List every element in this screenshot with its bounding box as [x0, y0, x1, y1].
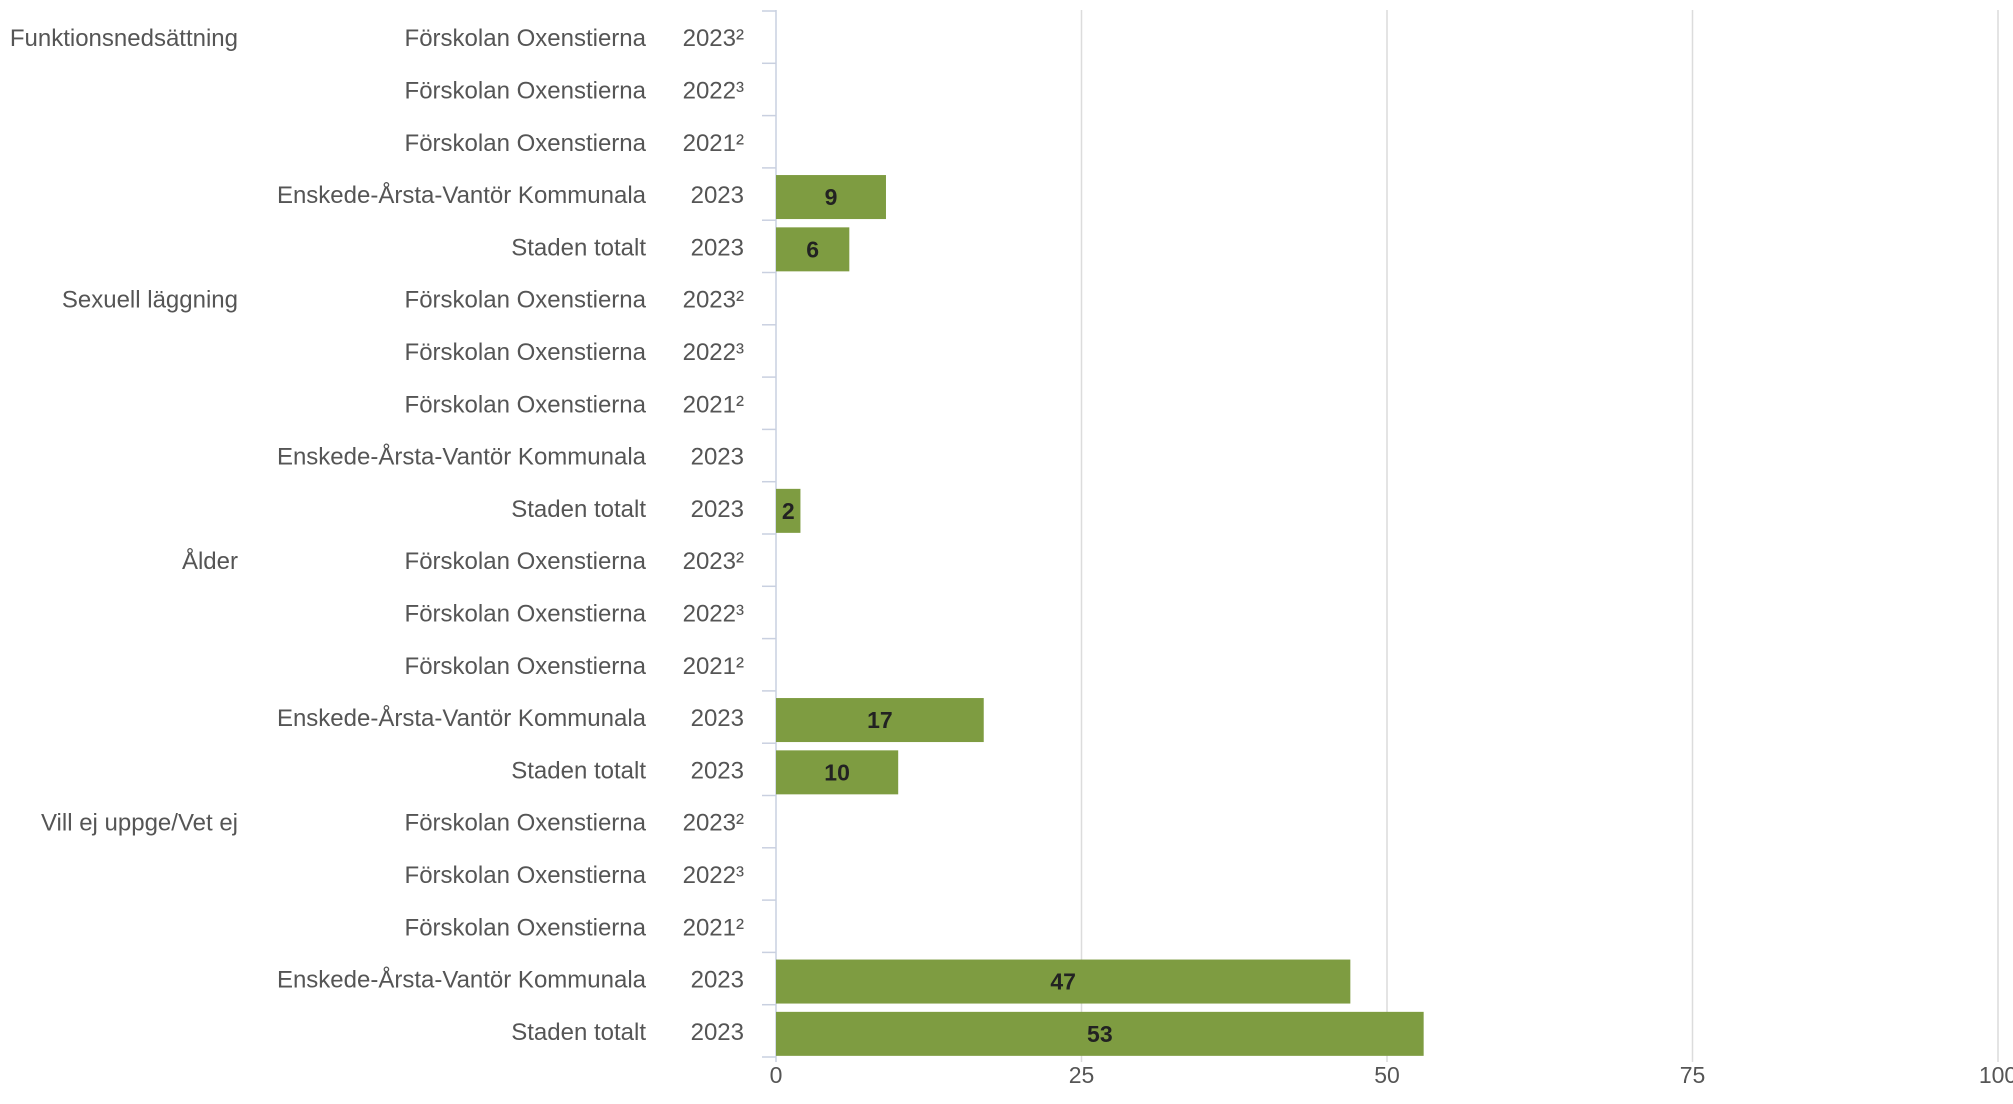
category-labels: Funktionsnedsättning Förskolan Oxenstiern…: [10, 25, 744, 1046]
year-label: 2023²: [683, 25, 744, 52]
year-label: 2021²: [683, 391, 744, 418]
x-tick-label: 75: [1680, 1062, 1706, 1088]
year-label: 2022³: [683, 862, 744, 889]
bar-value-label: 47: [1050, 969, 1076, 995]
row-label: Staden totalt: [511, 757, 646, 784]
year-label: 2022³: [683, 77, 744, 104]
row-label: Förskolan Oxenstierna: [405, 77, 647, 104]
year-label: 2023²: [683, 287, 744, 314]
row-label: Förskolan Oxenstierna: [405, 339, 647, 366]
year-label: 2021²: [683, 130, 744, 157]
group-label: Sexuell läggning: [62, 287, 238, 314]
year-label: 2023: [691, 496, 744, 523]
x-tick-label: 25: [1069, 1062, 1095, 1088]
row-label: Förskolan Oxenstierna: [405, 130, 647, 157]
bar: [776, 488, 801, 533]
row-label: Enskede-Årsta-Vantör Kommunala: [277, 181, 647, 209]
year-label: 2023: [691, 234, 744, 261]
row-label: Förskolan Oxenstierna: [405, 25, 647, 52]
bar-value-label: 2: [782, 498, 795, 524]
bar-value-label: 6: [806, 236, 819, 262]
year-label: 2022³: [683, 339, 744, 366]
bar-value-label: 10: [824, 759, 850, 785]
row-label: Förskolan Oxenstierna: [405, 653, 647, 680]
row-label: Enskede-Årsta-Vantör Kommunala: [277, 966, 647, 994]
year-label: 2022³: [683, 600, 744, 627]
bar-value-label: 53: [1087, 1021, 1113, 1047]
bar: [776, 698, 984, 743]
year-label: 2023: [691, 182, 744, 209]
row-label: Förskolan Oxenstierna: [405, 862, 647, 889]
row-label: Förskolan Oxenstierna: [405, 914, 647, 941]
row-label: Staden totalt: [511, 1019, 646, 1046]
gridlines: [1080, 10, 1999, 1062]
x-tick-label: 0: [770, 1062, 783, 1088]
row-label: Enskede-Årsta-Vantör Kommunala: [277, 704, 647, 732]
row-label: Förskolan Oxenstierna: [405, 391, 647, 418]
year-label: 2023: [691, 967, 744, 994]
row-label: Staden totalt: [511, 496, 646, 523]
row-label: Förskolan Oxenstierna: [405, 810, 647, 837]
row-label: Förskolan Oxenstierna: [405, 548, 647, 575]
year-label: 2023²: [683, 548, 744, 575]
x-axis-ticks: 0 25 50 75 100: [770, 1062, 2013, 1088]
year-label: 2023: [691, 705, 744, 732]
row-label: Enskede-Årsta-Vantör Kommunala: [277, 443, 647, 471]
group-label: Funktionsnedsättning: [10, 25, 238, 52]
bars: 96 2 17 10 47 53: [776, 175, 1424, 1056]
x-tick-label: 50: [1374, 1062, 1400, 1088]
year-label: 2023²: [683, 810, 744, 837]
bar: [776, 175, 886, 220]
year-label: 2021²: [683, 914, 744, 941]
group-label: Ålder: [182, 547, 238, 575]
bar: [776, 750, 899, 795]
x-tick-label: 100: [1979, 1062, 2013, 1088]
year-label: 2021²: [683, 653, 744, 680]
bar-value-label: 9: [825, 184, 838, 210]
row-label: Staden totalt: [511, 234, 646, 261]
bar: [776, 227, 850, 272]
row-label: Förskolan Oxenstierna: [405, 287, 647, 314]
bar-value-label: 17: [867, 707, 893, 733]
year-label: 2023: [691, 1019, 744, 1046]
bar: [776, 1011, 1424, 1056]
group-label: Vill ej uppge/Vet ej: [41, 810, 238, 837]
bar: [776, 959, 1351, 1004]
year-label: 2023: [691, 757, 744, 784]
row-label: Förskolan Oxenstierna: [405, 600, 647, 627]
year-label: 2023: [691, 444, 744, 471]
